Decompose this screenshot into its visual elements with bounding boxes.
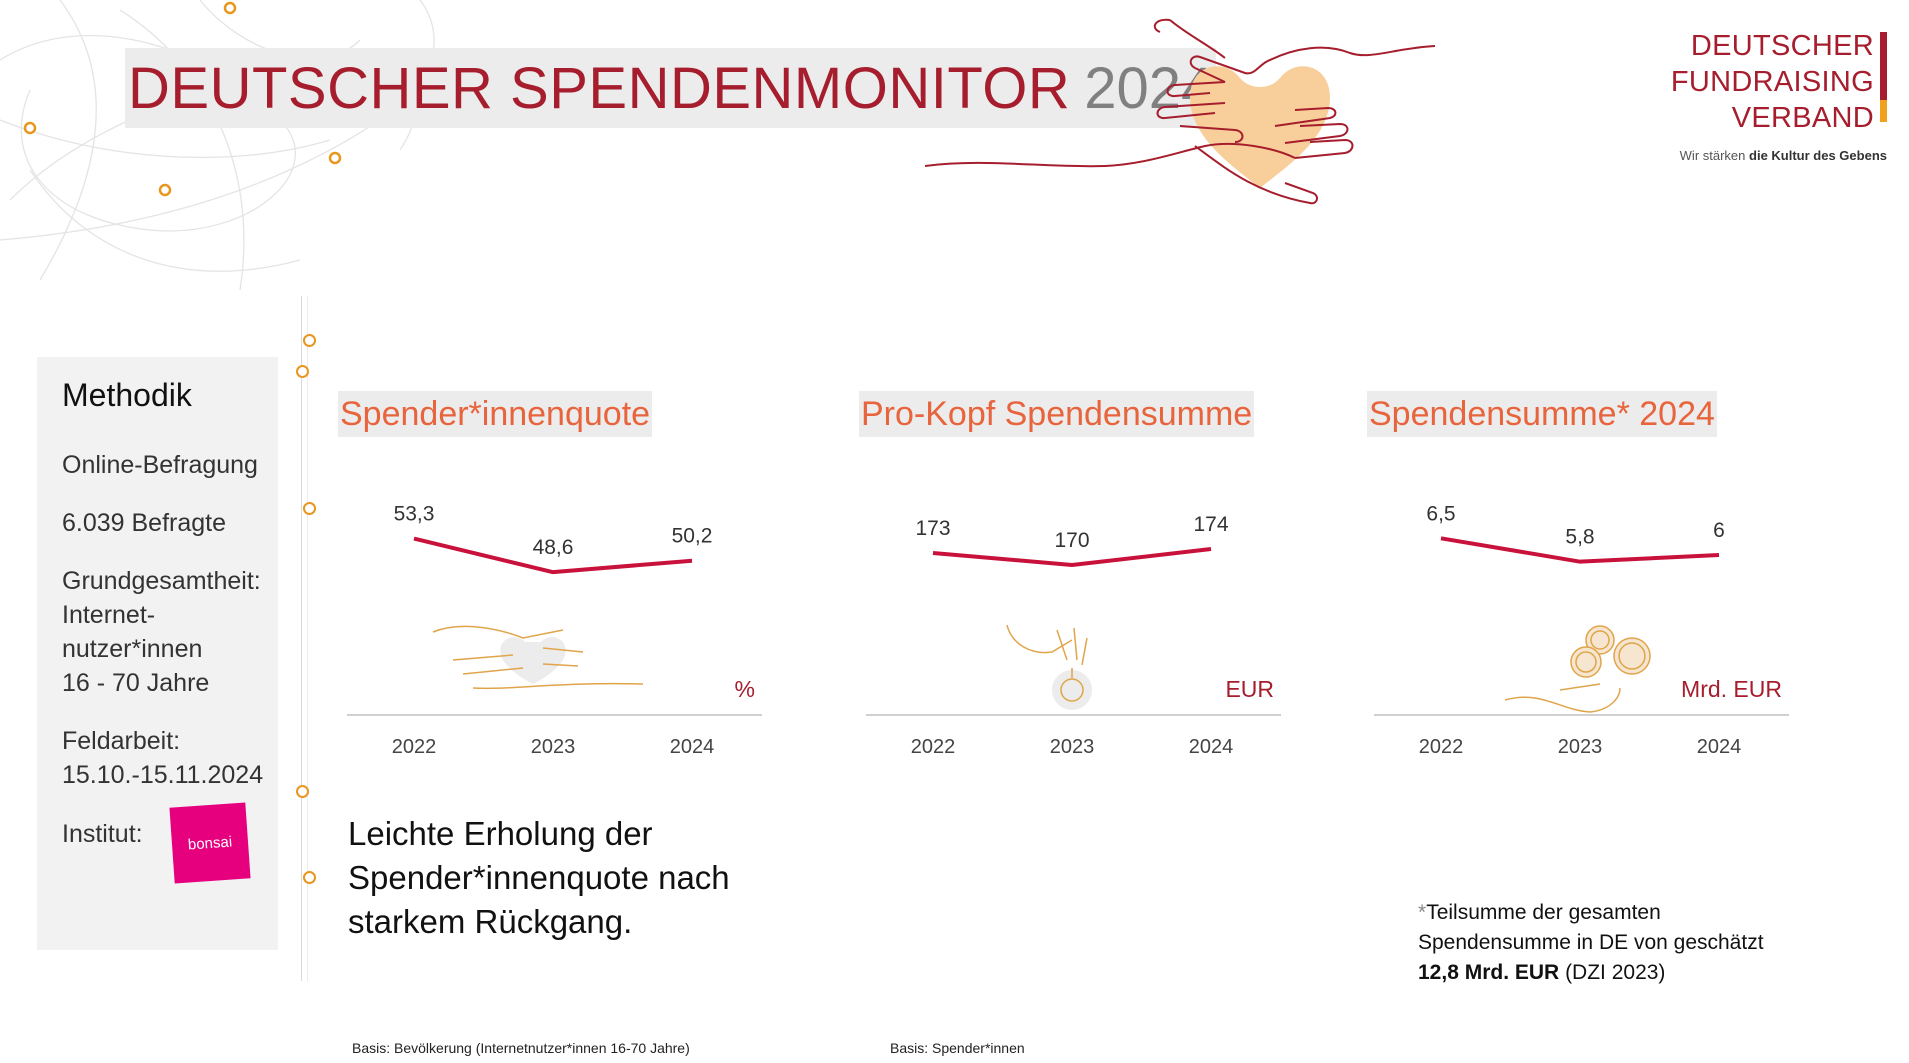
title-text: DEUTSCHER SPENDENMONITOR xyxy=(128,55,1071,121)
vertical-divider-secondary xyxy=(307,296,308,981)
methodik-population: Grundgesamtheit: Internet- nutzer*innen … xyxy=(62,567,261,697)
basis-note-left: Basis: Bevölkerung (Internetnutzer*innen… xyxy=(352,1040,690,1056)
logo-tagline: Wir stärken die Kultur des Gebens xyxy=(1679,148,1887,163)
timeline-dot xyxy=(296,365,309,378)
logo-color-bar xyxy=(1880,32,1887,122)
series-line-spenderquote xyxy=(413,536,693,575)
data-label-pro-kopf: 174 xyxy=(1193,513,1228,536)
tick-label-spenderquote: 2024 xyxy=(670,736,715,758)
series-line-spendensumme xyxy=(1440,536,1720,564)
data-label-spenderquote: 48,6 xyxy=(533,536,574,559)
logo-line-2: FUNDRAISING xyxy=(1670,66,1874,98)
unit-label-spendensumme: Mrd. EUR xyxy=(1681,676,1782,702)
data-label-pro-kopf: 173 xyxy=(915,517,950,540)
timeline-dot xyxy=(303,871,316,884)
logo-line-1: DEUTSCHER xyxy=(1690,30,1874,62)
hands-heart-illustration xyxy=(925,18,1435,205)
methodik-panel: Methodik Online-Befragung 6.039 Befragte… xyxy=(37,357,278,950)
data-label-spendensumme: 6 xyxy=(1713,519,1725,542)
data-label-spendensumme: 5,8 xyxy=(1565,526,1594,549)
tick-label-spendensumme: 2022 xyxy=(1419,736,1464,758)
basis-note-middle: Basis: Spender*innen xyxy=(890,1040,1025,1056)
data-label-spenderquote: 50,2 xyxy=(672,525,713,548)
chart-title-pro-kopf: Pro-Kopf Spendensumme xyxy=(859,391,1255,437)
dfrv-logo: DEUTSCHER FUNDRAISING VERBAND Wir stärke… xyxy=(1671,28,1887,163)
unit-label-pro-kopf: EUR xyxy=(1225,676,1274,702)
logo-line-3: VERBAND xyxy=(1731,102,1874,134)
methodik-institute-label: Institut: xyxy=(62,820,143,848)
tick-label-pro-kopf: 2022 xyxy=(911,736,956,758)
methodik-survey-type: Online-Befragung xyxy=(62,451,258,479)
methodik-respondents: 6.039 Befragte xyxy=(62,509,227,537)
series-line-pro-kopf xyxy=(932,547,1212,567)
timeline-dot xyxy=(303,334,316,347)
conclusion-text: Leichte Erholung der Spender*innenquote … xyxy=(348,815,730,940)
methodik-title: Methodik xyxy=(62,377,192,413)
data-label-pro-kopf: 170 xyxy=(1054,529,1089,552)
data-label-spendensumme: 6,5 xyxy=(1426,502,1455,525)
timeline-dot xyxy=(296,785,309,798)
footnote: *Teilsumme der gesamten Spendensumme in … xyxy=(1418,901,1764,984)
tick-label-spendensumme: 2023 xyxy=(1558,736,1603,758)
hands-heart-icon xyxy=(432,625,644,690)
chart-title-spendensumme: Spendensumme* 2024 xyxy=(1367,391,1717,437)
page-title: DEUTSCHER SPENDENMONITOR 2024 xyxy=(125,48,1217,128)
tick-label-pro-kopf: 2024 xyxy=(1189,736,1234,758)
tick-label-pro-kopf: 2023 xyxy=(1050,736,1095,758)
methodik-fieldwork: Feldarbeit: 15.10.-15.11.2024 xyxy=(62,727,264,789)
data-label-spenderquote: 53,3 xyxy=(394,503,435,526)
tick-label-spenderquote: 2023 xyxy=(531,736,576,758)
coin-drop-icon xyxy=(1006,624,1092,710)
unit-label-spenderquote: % xyxy=(735,676,755,702)
hand-coins-icon xyxy=(1504,625,1651,713)
tick-label-spenderquote: 2022 xyxy=(392,736,437,758)
timeline-dot xyxy=(303,502,316,515)
tick-label-spendensumme: 2024 xyxy=(1697,736,1742,758)
vertical-divider xyxy=(301,296,302,981)
chart-title-spenderquote: Spender*innenquote xyxy=(338,391,653,437)
